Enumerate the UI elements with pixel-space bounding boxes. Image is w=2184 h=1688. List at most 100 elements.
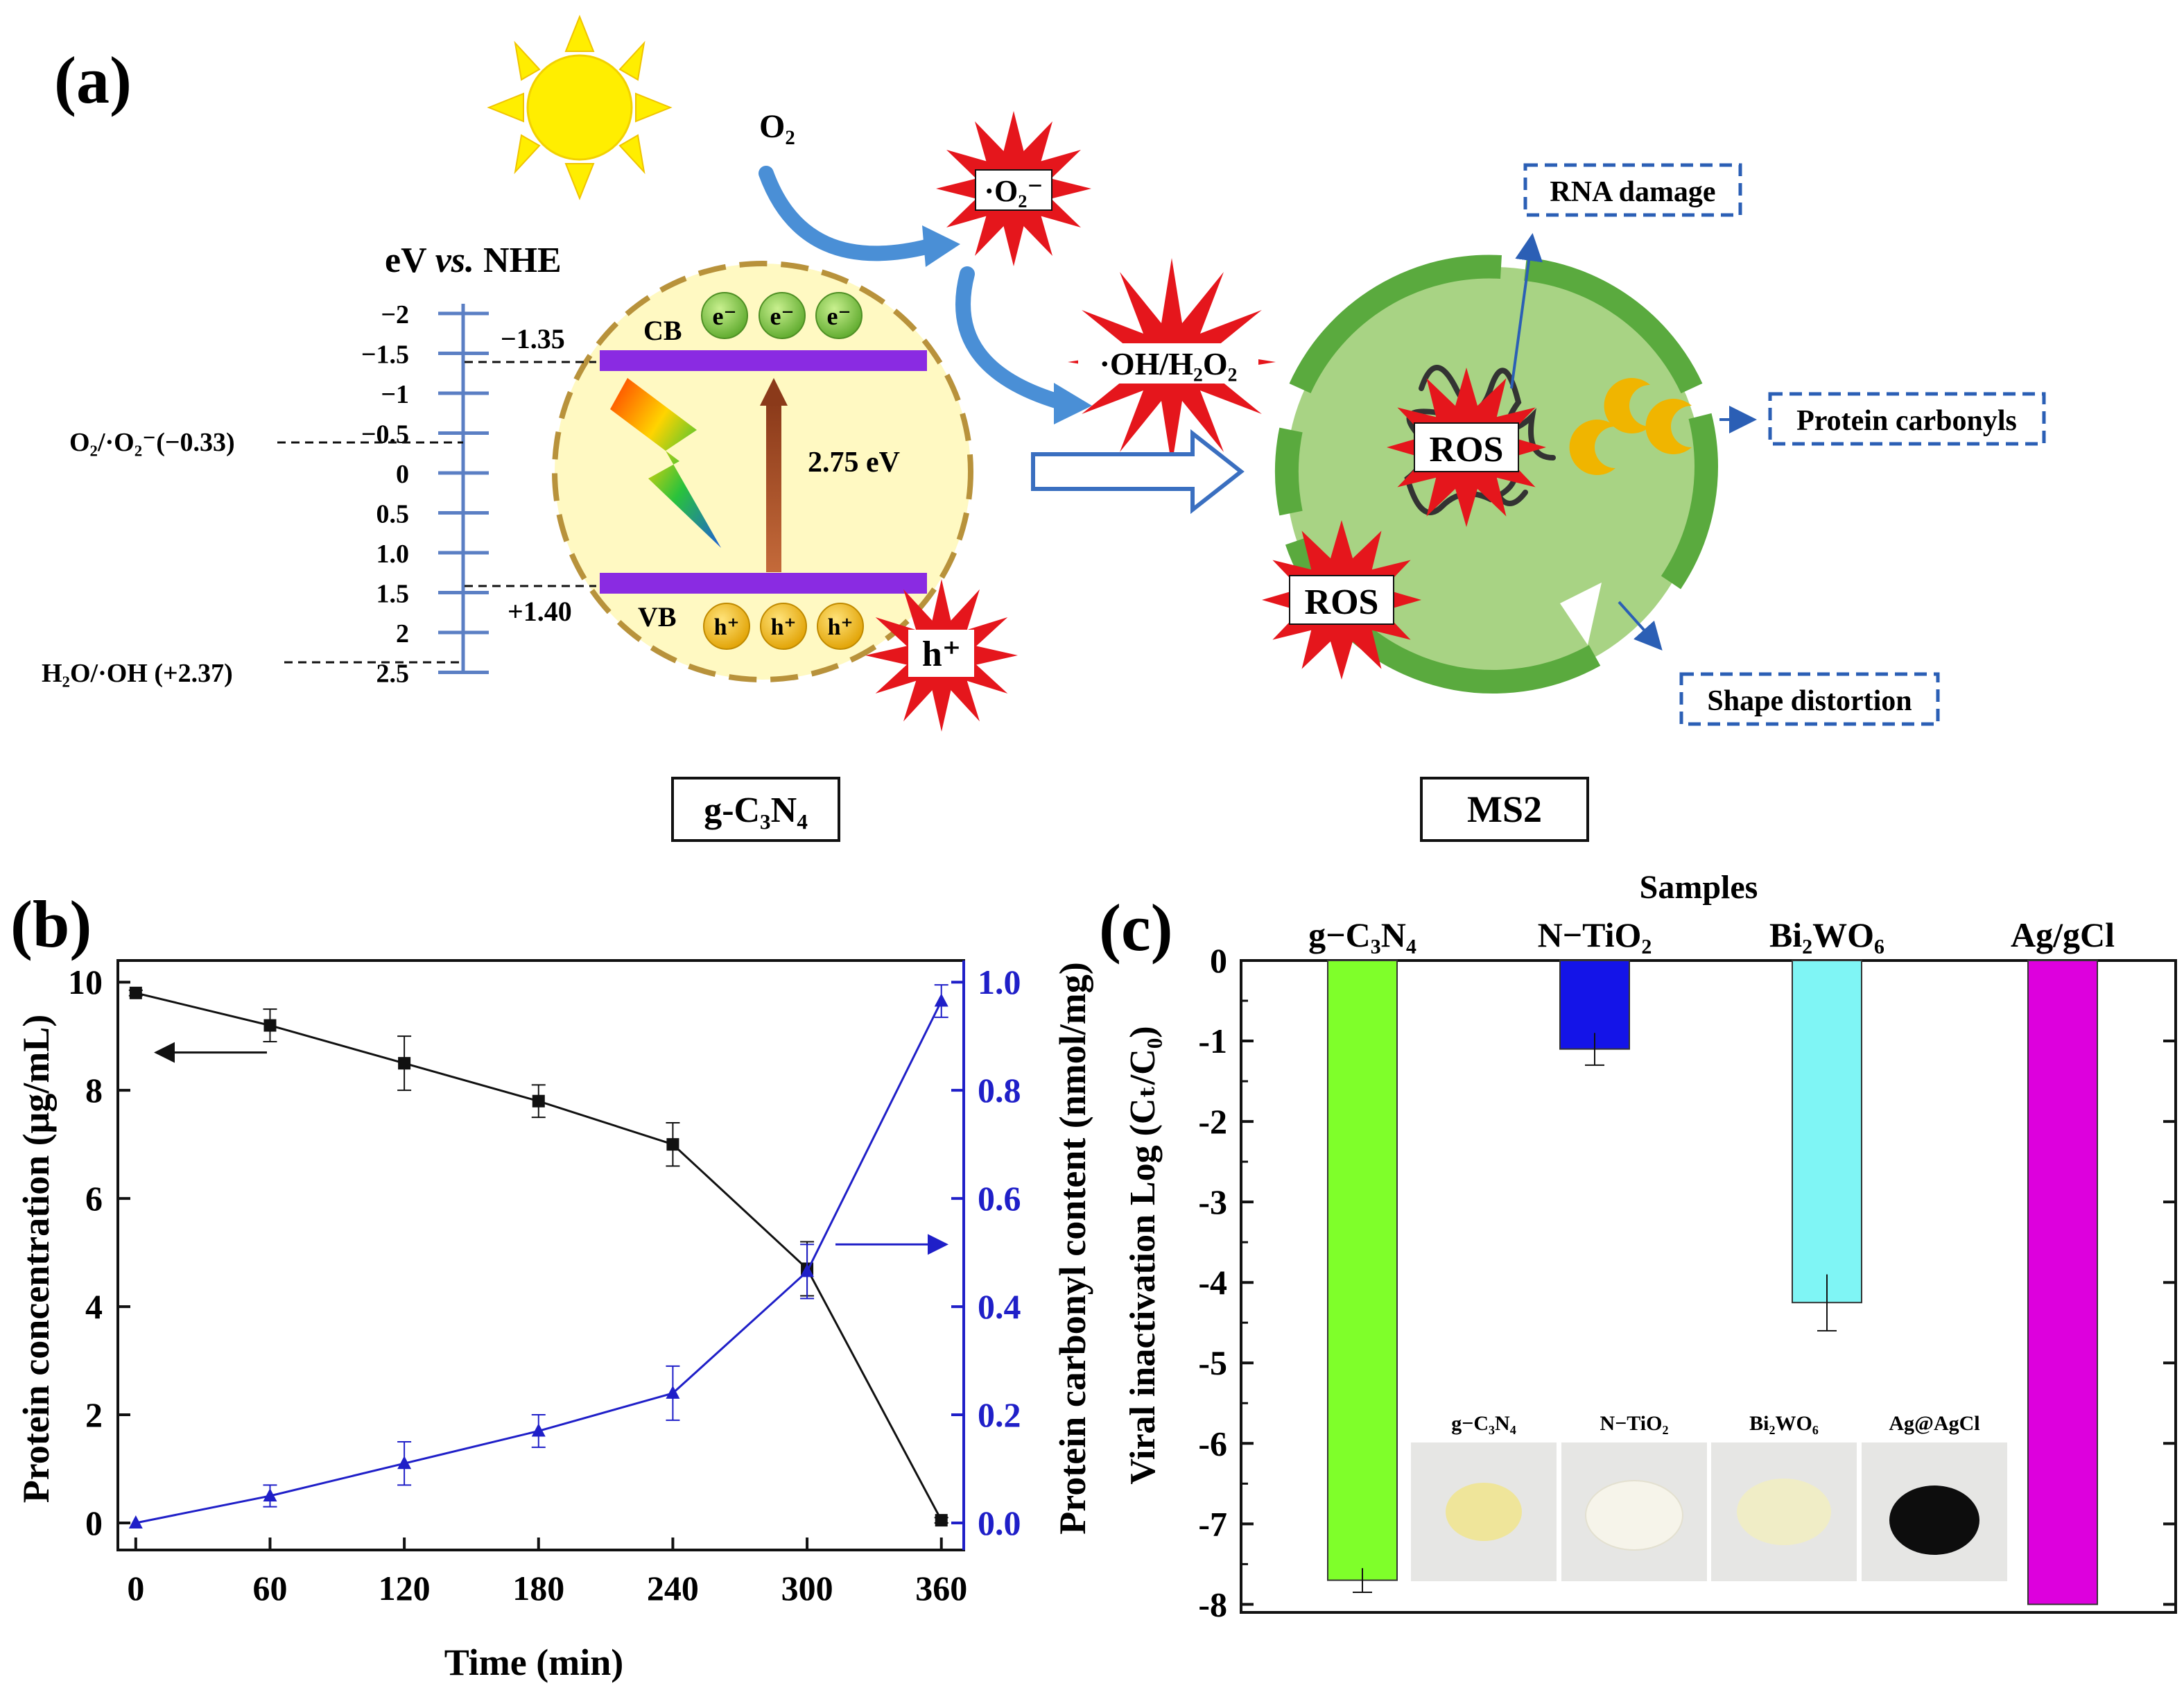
ros-label: ROS (1430, 430, 1504, 470)
c-ytick-label: -2 (1198, 1102, 1227, 1141)
b-ytick-right-label: 0.8 (978, 1071, 1021, 1110)
b-xtick-label: 360 (915, 1569, 967, 1608)
b-point-square (532, 1094, 545, 1108)
scale-tick-label: 0.5 (376, 500, 410, 529)
excitation-arrow (766, 402, 781, 572)
valence-band (600, 573, 927, 594)
b-point-triangle (666, 1385, 680, 1399)
b-xtick-label: 120 (379, 1569, 431, 1608)
panel-a: (a) eV vs. NHE −2 −1.5 −1 −0.5 0 0.5 1.0 1.5 2 2.… (42, 15, 2046, 842)
lightning-icon (610, 378, 721, 548)
scale-tick-label: 1.5 (376, 580, 410, 609)
c-bar (1327, 960, 1398, 1581)
catalyst-caption-box (671, 777, 840, 842)
shape-distortion-label: Shape distortion (1707, 685, 1912, 717)
band-gap-label: 2.75 eV (808, 447, 900, 479)
b-point-triangle (263, 1488, 277, 1502)
b-ytick-right-label: 1.0 (978, 963, 1021, 1001)
vb-potential: +1.40 (508, 596, 572, 627)
c-ytick-label: -3 (1198, 1182, 1227, 1221)
c-bar (2027, 960, 2098, 1605)
b-xlabel: Time (min) (444, 1642, 623, 1683)
c-title: Samples (1640, 869, 1758, 906)
powder-bi2wo6 (1737, 1479, 1831, 1545)
electron-group: e⁻ e⁻ e⁻ (701, 292, 863, 339)
o2-couple-label: O₂/·O₂⁻(−0.33) (69, 428, 235, 457)
virus-caption: MS2 (1467, 789, 1542, 830)
b-ylabel-right: Protein carbonyl content (nmol/mg) (1052, 962, 1093, 1534)
inset-label: g−C₃N₄ (1451, 1412, 1516, 1435)
b-point-square (263, 1019, 277, 1032)
b-ytick-left-label: 4 (85, 1287, 103, 1326)
vb-label: VB (638, 601, 677, 632)
h2o-couple-label: H₂O/·OH (+2.37) (42, 659, 233, 688)
c-ytick-label: -8 (1198, 1585, 1227, 1624)
scale-tick-label: 0 (396, 460, 409, 489)
panel-b-label: (b) (10, 887, 92, 961)
scale-tick-label: −1.5 (361, 341, 409, 370)
c-ytick-label: -6 (1198, 1424, 1227, 1463)
virus-caption-box (1420, 777, 1589, 842)
b-point-triangle (128, 1515, 143, 1529)
c-category-label: g−C₃N₄ (1308, 915, 1416, 954)
b-point-triangle (531, 1423, 546, 1437)
rna-damage-box (1523, 163, 1742, 217)
c-ytick-label: 0 (1210, 941, 1227, 980)
c-ytick-label: -7 (1198, 1504, 1227, 1543)
powder-ntio2 (1585, 1480, 1683, 1551)
b-ytick-right-label: 0.6 (978, 1179, 1021, 1218)
c-category-label: N−TiO₂ (1538, 915, 1652, 954)
b-ytick-right-label: 0.4 (978, 1287, 1021, 1326)
b-ytick-left-label: 8 (85, 1071, 103, 1110)
o2-label: O₂ (759, 108, 795, 145)
electron-label: e⁻ (770, 302, 795, 330)
hole-label: h⁺ (828, 614, 853, 640)
b-ytick-left-label: 0 (85, 1504, 103, 1542)
panel-b: (b) 0 60 120 180 240 300 360 0 2 4 6 8 10 0.0 0.2 0.4 0.… (10, 887, 1093, 1683)
rna-damage-label: RNA damage (1550, 176, 1715, 208)
c-category-label: Ag/gCl (2011, 915, 2115, 954)
b-xtick-label: 180 (512, 1569, 564, 1608)
inset-label: Ag@AgCl (1889, 1412, 1979, 1435)
b-ytick-right-label: 0.2 (978, 1395, 1021, 1434)
c-ytick-label: -1 (1198, 1022, 1227, 1060)
hole-star-label: h⁺ (922, 635, 961, 674)
electron-label: e⁻ (713, 302, 737, 330)
c-bar (1792, 960, 1862, 1304)
b-ylabel-left: Protein concentration (μg/mL) (15, 1015, 57, 1503)
electron-label: e⁻ (827, 302, 851, 330)
inset-label: Bi₂WO₆ (1749, 1412, 1819, 1435)
panel-c: (c) Samples 0 -1 -2 -3 -4 -5 -6 -7 -8 g−C₃N₄ N−TiO… (1099, 869, 2177, 1624)
b-ytick-left-label: 6 (85, 1179, 103, 1218)
plot-frame-b (116, 959, 965, 1551)
b-xtick-label: 0 (127, 1569, 144, 1608)
b-point-square (129, 986, 142, 999)
sample-photos-inset: g−C₃N₄ N−TiO₂ Bi₂WO₆ Ag@AgCl (1411, 1412, 2007, 1581)
ros-conversion-arrow (955, 266, 1068, 410)
carbonyl-icon (1604, 378, 1650, 433)
b-ytick-left-label: 10 (68, 963, 103, 1001)
scale-tick-label: −2 (381, 300, 409, 329)
c-ytick-label: -5 (1198, 1343, 1227, 1382)
conduction-band (600, 350, 927, 371)
carbonyl-icon (1569, 420, 1615, 475)
hydroxyl-burst: ·OH/H₂O₂ (1068, 258, 1276, 466)
b-point-square (935, 1514, 948, 1527)
scale-tick-label: −0.5 (361, 420, 409, 449)
catalyst-caption: g-C₃N₄ (704, 791, 808, 830)
superoxide-label: ·O₂⁻ (984, 174, 1043, 208)
b-point-square (666, 1138, 679, 1151)
b-xtick-label: 60 (252, 1569, 287, 1608)
shape-distortion-box (1679, 672, 1940, 726)
panel-c-label: (c) (1099, 890, 1173, 965)
b-point-square (398, 1057, 411, 1070)
powder-agagcl (1889, 1485, 1979, 1555)
b-xtick-label: 300 (781, 1569, 833, 1608)
protein-carbonyls-label: Protein carbonyls (1796, 405, 2017, 437)
panel-a-label: (a) (54, 43, 132, 117)
ros-burst-inner: ROS (1387, 368, 1546, 527)
c-ylabel: Viral inactivation Log (Cₜ/C₀) (1123, 1026, 1163, 1484)
hole-label: h⁺ (771, 614, 797, 640)
b-xtick-label: 240 (647, 1569, 699, 1608)
b-ytick-left-label: 2 (85, 1395, 103, 1434)
